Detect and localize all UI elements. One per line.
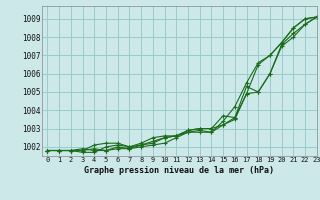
X-axis label: Graphe pression niveau de la mer (hPa): Graphe pression niveau de la mer (hPa): [84, 166, 274, 175]
